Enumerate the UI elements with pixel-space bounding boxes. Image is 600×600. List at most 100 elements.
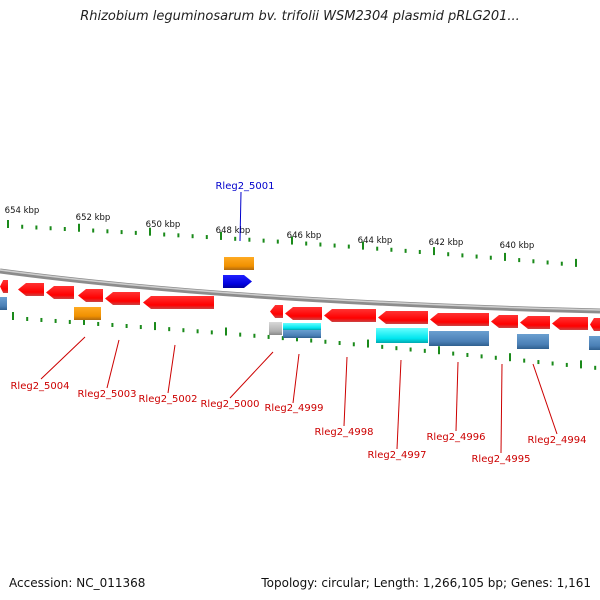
gene-red-reverse xyxy=(590,318,600,331)
outer-tick-major xyxy=(220,231,222,240)
scale-label: 650 kbp xyxy=(146,220,181,230)
outer-tick-minor xyxy=(191,234,194,239)
gene-orange-forward xyxy=(74,307,101,320)
accession-label: Accession: NC_011368 xyxy=(9,576,146,590)
outer-tick-minor xyxy=(461,253,464,258)
outer-tick-minor xyxy=(404,248,407,253)
inner-tick-minor xyxy=(168,327,171,332)
scale-label: 654 kbp xyxy=(5,206,40,216)
outer-tick-major xyxy=(149,227,151,236)
outer-tick-major xyxy=(504,252,506,261)
outer-tick-minor xyxy=(163,232,166,237)
gene-label[interactable]: Rleg2_4995 xyxy=(471,454,530,465)
inner-tick-minor xyxy=(352,342,355,347)
gene-steelblue-forward xyxy=(0,297,7,310)
outer-tick-major xyxy=(433,247,435,256)
inner-tick-minor xyxy=(111,322,114,327)
outer-tick-minor xyxy=(518,258,521,263)
outer-tick-minor xyxy=(333,243,336,248)
inner-tick-minor xyxy=(565,362,568,367)
gene-label[interactable]: Rleg2_4997 xyxy=(367,450,426,461)
gene-label[interactable]: Rleg2_5001 xyxy=(215,181,274,192)
gene-steelblue-forward xyxy=(517,334,549,349)
gene-label[interactable]: Rleg2_4999 xyxy=(264,403,323,414)
gene-red-reverse xyxy=(552,317,588,330)
gene-label[interactable]: Rleg2_5004 xyxy=(10,381,69,392)
inner-tick-minor xyxy=(196,329,199,334)
inner-tick-major xyxy=(12,312,14,320)
gene-red-reverse xyxy=(105,292,140,305)
gene-red-reverse xyxy=(18,283,44,296)
inner-tick-major xyxy=(83,316,85,325)
callout-line xyxy=(396,359,402,450)
outer-tick-minor xyxy=(177,233,180,238)
inner-tick-minor xyxy=(537,360,540,365)
inner-tick-major xyxy=(367,339,369,348)
callout-line xyxy=(532,363,558,435)
scale-labels: 654 kbp 652 kbp 650 kbp 648 kbp 646 kbp 644 k… xyxy=(5,206,535,251)
inner-tick-minor xyxy=(466,352,469,357)
callout-line xyxy=(167,344,176,394)
callout-line xyxy=(455,361,459,432)
outer-tick-minor xyxy=(92,228,95,233)
gene-steelblue-forward xyxy=(283,330,321,338)
callout-line xyxy=(343,356,348,427)
callout-line xyxy=(40,336,86,380)
scale-label: 642 kbp xyxy=(429,238,464,248)
gene-callouts: Rleg2_5001 Rleg2_5004 Rleg2_5003 Rleg2_5002… xyxy=(10,181,586,465)
outer-tick-minor xyxy=(560,261,563,266)
inner-tick-minor xyxy=(40,317,43,322)
scale-label: 646 kbp xyxy=(287,231,322,241)
scale-label: 644 kbp xyxy=(358,236,393,246)
outer-tick-minor xyxy=(475,254,478,259)
gene-red-reverse xyxy=(143,296,214,309)
gene-red-reverse xyxy=(491,315,518,328)
outer-tick-minor xyxy=(390,247,393,252)
gene-label[interactable]: Rleg2_4996 xyxy=(426,432,485,443)
outer-tick-minor xyxy=(134,230,137,235)
scale-label: 652 kbp xyxy=(76,213,111,223)
gene-steelblue-forward xyxy=(589,336,600,350)
outer-tick-minor xyxy=(21,224,24,229)
gene-label[interactable]: Rleg2_4998 xyxy=(314,427,373,438)
inner-tick-minor xyxy=(182,328,185,333)
gene-blue-forward xyxy=(223,275,252,288)
inner-tick-minor xyxy=(125,324,128,329)
gene-label[interactable]: Rleg2_5002 xyxy=(138,394,197,405)
inner-tick-minor xyxy=(480,354,483,359)
inner-tick-minor xyxy=(338,341,341,346)
map-title: Rhizobium leguminosarum bv. trifolii WSM… xyxy=(80,9,520,24)
outer-tick-minor xyxy=(546,260,549,265)
inner-tick-minor xyxy=(68,319,71,324)
scale-ticks-inner xyxy=(12,312,597,370)
outer-tick-minor xyxy=(447,252,450,257)
scale-label: 640 kbp xyxy=(500,241,535,251)
outer-tick-minor xyxy=(120,230,123,235)
gene-cyan-forward xyxy=(376,328,428,343)
outer-tick-minor xyxy=(205,235,208,240)
topology-summary: Topology: circular; Length: 1,266,105 bp… xyxy=(261,576,591,590)
outer-tick-major xyxy=(7,220,9,228)
gene-label[interactable]: Rleg2_4994 xyxy=(527,435,586,446)
gene-red-reverse xyxy=(430,313,489,326)
inner-tick-minor xyxy=(267,334,270,339)
outer-tick-minor xyxy=(276,239,279,244)
outer-tick-minor xyxy=(532,259,535,264)
outer-tick-minor xyxy=(106,229,109,234)
gene-red-reverse xyxy=(520,316,550,329)
inner-tick-minor xyxy=(54,318,57,323)
gene-label[interactable]: Rleg2_5003 xyxy=(77,389,136,400)
gene-label[interactable]: Rleg2_5000 xyxy=(200,399,259,410)
inner-tick-minor xyxy=(324,339,327,344)
outer-tick-major xyxy=(291,236,293,245)
gene-cyan-forward xyxy=(283,323,321,330)
gene-red-reverse xyxy=(378,311,428,324)
inner-tick-minor xyxy=(210,330,213,335)
outer-tick-minor xyxy=(262,238,265,243)
inner-tick-minor xyxy=(26,316,29,321)
inner-tick-minor xyxy=(494,355,497,360)
callout-line xyxy=(239,191,242,242)
gene-track xyxy=(0,257,600,350)
outer-tick-minor xyxy=(248,237,251,242)
